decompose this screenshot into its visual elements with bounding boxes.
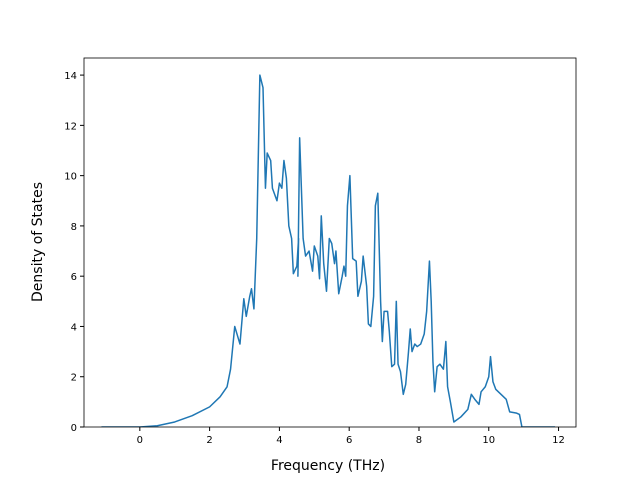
x-tick-label: 8 bbox=[416, 435, 422, 446]
x-tick-label: 6 bbox=[346, 435, 352, 446]
y-tick-label: 6 bbox=[71, 272, 77, 283]
x-tick-label: 0 bbox=[137, 435, 143, 446]
y-tick-label: 10 bbox=[64, 172, 77, 183]
x-tick-label: 4 bbox=[276, 435, 282, 446]
x-tick-label: 2 bbox=[206, 435, 212, 446]
plot-frame bbox=[83, 57, 577, 428]
x-tick-label: 10 bbox=[482, 435, 495, 446]
y-tick-label: 2 bbox=[71, 373, 77, 384]
y-tick-label: 4 bbox=[71, 322, 77, 333]
line bbox=[101, 74, 556, 427]
y-tick-label: 8 bbox=[71, 222, 77, 233]
x-tick-label: 12 bbox=[552, 435, 565, 446]
y-tick-label: 0 bbox=[71, 423, 77, 434]
y-tick-label: 14 bbox=[64, 71, 77, 82]
y-tick-label: 12 bbox=[64, 121, 77, 132]
y-axis-label: Density of States bbox=[30, 182, 46, 302]
x-axis-label: Frequency (THz) bbox=[271, 458, 385, 474]
